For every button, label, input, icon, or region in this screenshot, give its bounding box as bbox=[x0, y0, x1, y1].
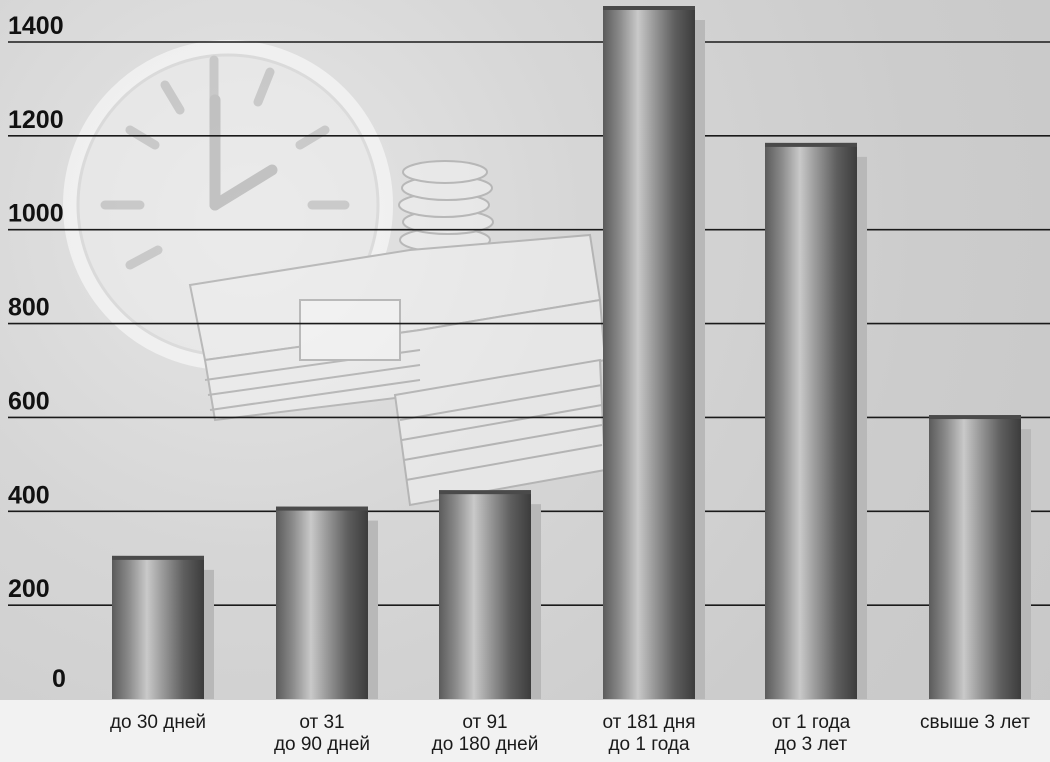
bar-top-edge bbox=[603, 6, 695, 10]
x-category-label: от 1 года до 3 лет bbox=[772, 712, 851, 755]
x-category-label: свыше 3 лет bbox=[920, 712, 1030, 733]
x-category-label-line: от 31 bbox=[299, 712, 344, 733]
clock-icon bbox=[63, 40, 393, 370]
bar-group bbox=[929, 415, 1031, 699]
bar-top-edge bbox=[929, 415, 1021, 420]
x-category-label-line: до 90 дней bbox=[274, 734, 370, 755]
bar-group bbox=[112, 555, 214, 699]
bar bbox=[603, 6, 695, 699]
bar-top-edge bbox=[439, 490, 531, 495]
bar-top-edge bbox=[112, 555, 204, 560]
bars bbox=[112, 6, 1031, 699]
bar bbox=[765, 142, 857, 699]
x-category-label-line: от 1 года bbox=[772, 712, 851, 733]
x-category-label-line: до 3 лет bbox=[775, 734, 848, 755]
y-tick-label: 0 bbox=[52, 665, 66, 693]
x-category-label-line: до 1 года bbox=[608, 734, 690, 755]
y-tick-label: 600 bbox=[8, 387, 50, 415]
y-tick-label: 400 bbox=[8, 481, 50, 509]
background-illustration bbox=[63, 40, 607, 507]
bar-top-edge bbox=[276, 506, 368, 511]
bar-top-edge bbox=[765, 142, 857, 147]
coin-stack-icon bbox=[398, 160, 494, 253]
bar bbox=[929, 415, 1021, 699]
money-stack-icon bbox=[188, 233, 607, 507]
bar bbox=[112, 555, 204, 699]
x-category-label-line: свыше 3 лет bbox=[920, 712, 1030, 733]
y-tick-label: 200 bbox=[8, 575, 50, 603]
x-category-label-line: от 181 дня bbox=[603, 712, 696, 733]
x-category-label-line: до 30 дней bbox=[110, 712, 206, 733]
bar-group bbox=[603, 6, 705, 699]
bar-group bbox=[439, 490, 541, 699]
y-axis-ticks: 0 200 400 600 800 1000 1200 1400 bbox=[8, 12, 66, 693]
x-category-label: от 31 до 90 дней bbox=[274, 712, 370, 755]
x-category-label-line: от 91 bbox=[462, 712, 507, 733]
y-tick-label: 800 bbox=[8, 294, 50, 322]
bar bbox=[439, 490, 531, 699]
x-category-label: от 181 дня до 1 года bbox=[603, 712, 696, 755]
x-category-label: от 91 до 180 дней bbox=[432, 712, 539, 755]
bar bbox=[276, 506, 368, 699]
y-tick-label: 1400 bbox=[8, 12, 64, 40]
bar-group bbox=[765, 142, 867, 699]
bar-group bbox=[276, 506, 378, 699]
y-tick-label: 1000 bbox=[8, 200, 64, 228]
category-label-band bbox=[0, 700, 1050, 762]
y-tick-label: 1200 bbox=[8, 106, 64, 134]
x-axis-labels: до 30 дней от 31 до 90 дней от 91 до 180 дне… bbox=[110, 712, 1030, 755]
x-category-label-line: до 180 дней bbox=[432, 734, 539, 755]
x-category-label: до 30 дней bbox=[110, 712, 206, 733]
